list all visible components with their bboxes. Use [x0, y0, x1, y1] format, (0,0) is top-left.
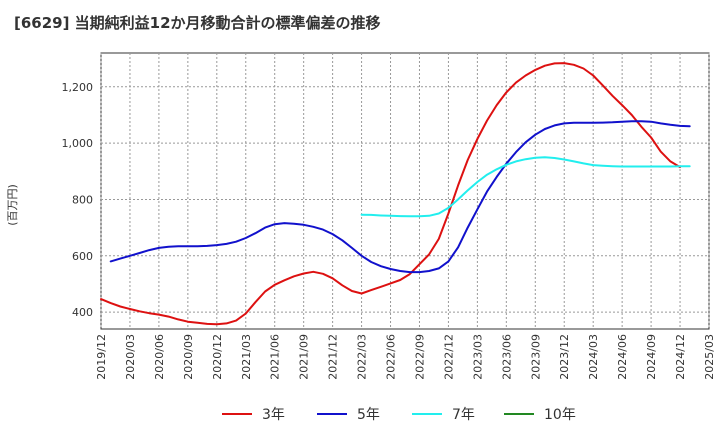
series-lines	[100, 62, 691, 326]
x-tick-label: 2021/12	[327, 334, 340, 380]
x-tick-label: 2021/06	[269, 334, 282, 380]
x-tick-label: 2021/09	[298, 334, 311, 380]
legend-label-3: 7年	[452, 407, 475, 423]
chart-title: [6629] 当期純利益12か月移動合計の標準偏差の推移	[14, 14, 381, 32]
series-line-3	[360, 156, 691, 218]
x-tick-label: 2020/06	[153, 334, 166, 380]
x-tick-label: 2022/12	[442, 334, 455, 380]
y-tick-label: 400	[72, 306, 93, 319]
legend-label-1: 3年	[262, 407, 285, 423]
x-tick-label: 2023/12	[558, 334, 571, 380]
x-tick-label: 2024/12	[674, 334, 687, 380]
x-tick-label: 2024/09	[645, 334, 658, 380]
legend-label-2: 5年	[357, 407, 380, 423]
plot-area	[100, 52, 710, 330]
legend-label-4: 10年	[544, 407, 576, 423]
x-tick-label: 2020/03	[124, 334, 137, 380]
x-tick-label: 2022/03	[356, 334, 369, 380]
horizontal-grid	[101, 86, 709, 313]
x-tick-label: 2022/06	[385, 334, 398, 380]
x-tick-label: 2020/09	[182, 334, 195, 380]
y-tick-label: 600	[72, 250, 93, 263]
y-axis-label: (百万円)	[6, 184, 19, 226]
legend: 3年 5年 7年 10年	[222, 407, 576, 423]
x-tick-label: 2023/09	[529, 334, 542, 380]
y-axis-tick-labels: 400 600 800 1,000 1,200	[62, 81, 94, 319]
x-tick-label: 2019/12	[95, 334, 108, 380]
x-tick-label: 2023/03	[471, 334, 484, 380]
x-tick-label: 2024/06	[616, 334, 629, 380]
series-line-1	[100, 62, 681, 326]
x-tick-label: 2020/12	[211, 334, 224, 380]
x-axis-tick-labels: 2019/12 2020/03 2020/06 2020/09 2020/12 2021/…	[95, 334, 716, 380]
x-tick-label: 2025/03	[703, 334, 716, 380]
series-line-2	[109, 120, 691, 274]
x-tick-label: 2024/03	[587, 334, 600, 380]
x-tick-label: 2023/06	[500, 334, 513, 380]
y-tick-label: 1,000	[62, 137, 94, 150]
y-tick-label: 1,200	[62, 81, 94, 94]
x-tick-label: 2021/03	[240, 334, 253, 380]
y-tick-label: 800	[72, 193, 93, 206]
x-tick-label: 2022/09	[413, 334, 426, 380]
